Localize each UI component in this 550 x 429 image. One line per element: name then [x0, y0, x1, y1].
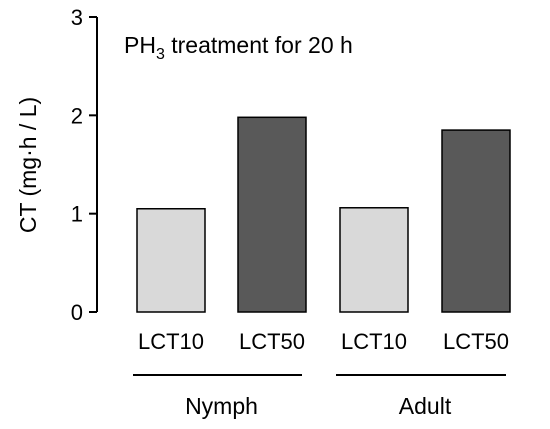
y-ticks-layer: 0 1 2 3: [71, 5, 97, 325]
y-axis-title: CT (mg·h / L): [15, 97, 41, 233]
annotation-subscript: 3: [156, 46, 165, 63]
bar-3: [339, 207, 409, 313]
group-labels-layer: Nymph Adult: [133, 374, 506, 419]
bar-1: [136, 208, 206, 313]
bar-4: [441, 129, 511, 313]
category-label: LCT50: [239, 329, 305, 354]
y-tick-label: 0: [71, 300, 83, 325]
group-label: Adult: [399, 393, 452, 419]
chart-annotation: PH3 treatment for 20 h: [124, 32, 353, 63]
group-label: Nymph: [185, 393, 258, 419]
bars-layer: [136, 116, 511, 313]
category-label: LCT10: [341, 329, 407, 354]
annotation-prefix: PH: [124, 32, 156, 58]
category-label: LCT50: [443, 329, 509, 354]
annotation-suffix: treatment for 20 h: [165, 32, 353, 58]
y-tick-label: 1: [71, 202, 83, 227]
bar-2: [237, 116, 307, 313]
category-label: LCT10: [138, 329, 204, 354]
y-tick-label: 3: [71, 5, 83, 30]
y-tick-label: 2: [71, 103, 83, 128]
category-labels-layer: LCT10 LCT50 LCT10 LCT50: [138, 329, 509, 354]
